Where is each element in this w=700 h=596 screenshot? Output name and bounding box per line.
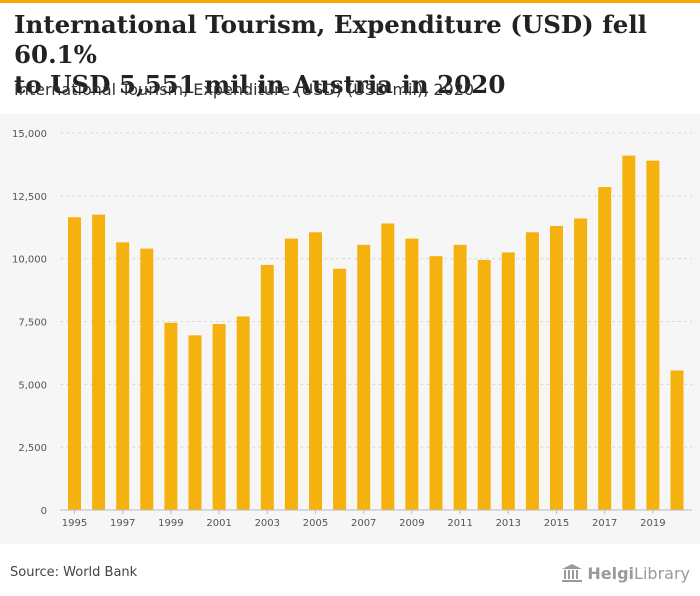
x-tick-label: 1995 [62, 518, 87, 529]
x-tick-label: 2001 [206, 518, 231, 529]
x-tick-label: 2009 [399, 518, 424, 529]
x-tick-label: 2015 [544, 518, 569, 529]
bar-1995 [68, 217, 81, 510]
bar-2003 [260, 264, 274, 510]
bar-2019 [646, 160, 660, 510]
chart-title-line2: to USD 5,551 mil in Austria in 2020 [14, 70, 506, 99]
bar-2004 [284, 238, 298, 510]
x-tick-label: 1999 [158, 518, 183, 529]
source-note: Source: World Bank [10, 565, 138, 580]
library-building-icon [562, 564, 583, 582]
chart-title-line1: International Tourism, Expenditure (USD)… [14, 10, 647, 69]
top-accent-bar [0, 0, 700, 3]
y-tick-label: 2,500 [18, 443, 47, 454]
bar-2006 [333, 268, 347, 510]
y-tick-label: 10,000 [12, 255, 47, 266]
bar-2000 [188, 335, 202, 510]
x-tick-label: 2003 [255, 518, 280, 529]
x-tick-label: 1997 [110, 518, 135, 529]
bar-2015 [550, 225, 563, 510]
bar-2017 [598, 187, 612, 510]
bar-1999 [164, 322, 178, 510]
bar-2001 [212, 324, 226, 510]
bar-2012 [477, 259, 491, 510]
bar-2010 [429, 256, 443, 510]
chart-subtitle: International Tourism, Expenditure (USD)… [14, 80, 475, 99]
x-tick-label: 2017 [592, 518, 617, 529]
x-tick-label: 2019 [640, 518, 665, 529]
bar-2009 [405, 238, 419, 510]
chart-title: International Tourism, Expenditure (USD)… [14, 10, 694, 100]
bar-2020 [670, 370, 684, 510]
y-tick-label: 12,500 [12, 192, 47, 203]
y-tick-label: 5,000 [18, 380, 47, 391]
x-tick-label: 2013 [496, 518, 521, 529]
bar-2007 [357, 244, 371, 511]
logo-bold: Helgi [587, 563, 635, 583]
y-tick-label: 15,000 [12, 129, 47, 140]
bar-2011 [453, 244, 467, 511]
bar-1996 [92, 214, 106, 510]
x-tick-label: 2011 [447, 518, 472, 529]
helgi-library-logo: HelgiLibrary [561, 560, 690, 586]
bar-2013 [501, 252, 515, 510]
bar-2014 [525, 232, 539, 510]
bar-2005 [309, 232, 322, 510]
logo-wordmark: HelgiLibrary [587, 564, 690, 583]
bar-2008 [381, 223, 395, 510]
bar-1998 [140, 248, 154, 510]
bar-2002 [236, 316, 250, 510]
bar-chart: 0 2,500 5,000 7,500 10,000 12,500 15,000 1995 19… [12, 129, 692, 529]
x-tick-label: 2005 [303, 518, 328, 529]
bar-1997 [116, 242, 130, 510]
bar-2018 [622, 155, 636, 510]
y-tick-label: 0 [41, 506, 47, 517]
logo-rest: Library [634, 563, 690, 583]
bar-2016 [574, 218, 588, 510]
y-tick-label: 7,500 [18, 318, 47, 329]
x-tick-label: 2007 [351, 518, 376, 529]
chart-area: 0 2,500 5,000 7,500 10,000 12,500 15,000 1995 19… [0, 114, 700, 544]
